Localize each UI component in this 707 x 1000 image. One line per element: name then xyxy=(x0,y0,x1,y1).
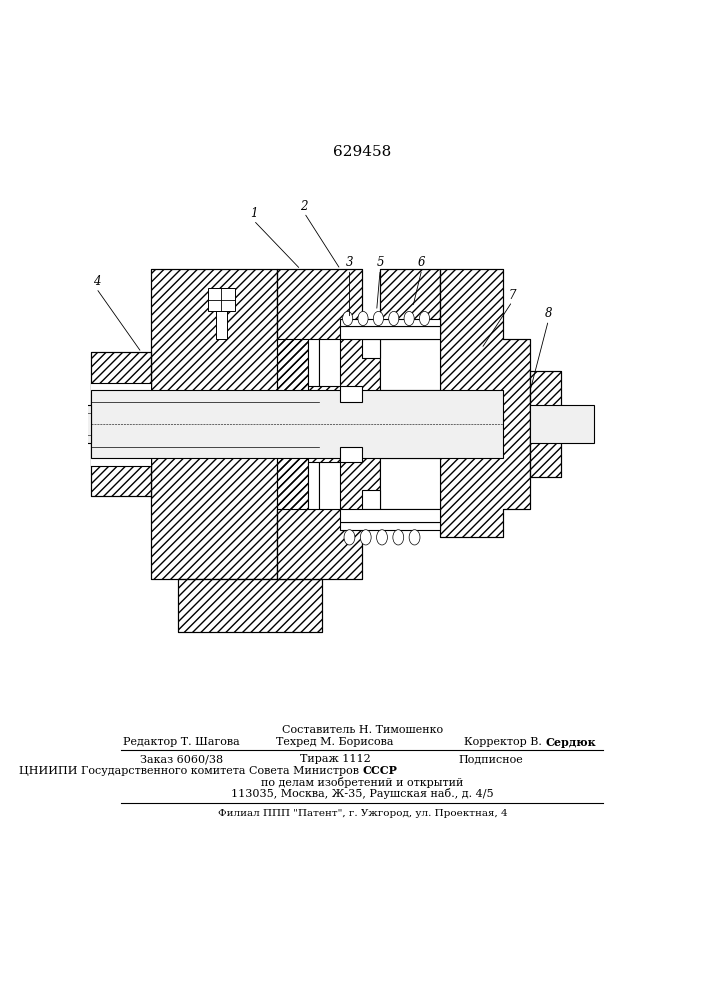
Polygon shape xyxy=(341,522,440,530)
Polygon shape xyxy=(341,386,362,402)
Polygon shape xyxy=(380,458,440,509)
Circle shape xyxy=(389,311,399,326)
Polygon shape xyxy=(308,339,319,386)
Text: Составитель Н. Тимошенко: Составитель Н. Тимошенко xyxy=(282,725,443,735)
Text: Тираж 1112: Тираж 1112 xyxy=(300,754,370,764)
Text: 8: 8 xyxy=(544,307,552,320)
Text: 5: 5 xyxy=(376,256,384,269)
Circle shape xyxy=(361,530,371,545)
Polygon shape xyxy=(341,447,362,462)
Text: Филиал ППП "Патент", г. Ужгород, ул. Проектная, 4: Филиал ППП "Патент", г. Ужгород, ул. Про… xyxy=(218,808,507,818)
Polygon shape xyxy=(380,269,440,339)
Text: Техред М. Борисова: Техред М. Борисова xyxy=(276,737,394,747)
Polygon shape xyxy=(362,339,380,358)
Circle shape xyxy=(373,311,383,326)
Text: Подписное: Подписное xyxy=(459,754,523,764)
Circle shape xyxy=(404,311,414,326)
Text: 2: 2 xyxy=(300,200,308,213)
Circle shape xyxy=(358,311,368,326)
Polygon shape xyxy=(177,579,322,632)
Text: Сердюк: Сердюк xyxy=(546,737,597,748)
Text: Редактор Т. Шагова: Редактор Т. Шагова xyxy=(123,737,240,747)
Polygon shape xyxy=(530,405,594,443)
Text: Корректор В.: Корректор В. xyxy=(464,737,545,747)
Polygon shape xyxy=(319,462,341,509)
Text: ЦНИИПИ Государственного комитета Совета Министров: ЦНИИПИ Государственного комитета Совета … xyxy=(19,766,363,776)
Text: 3: 3 xyxy=(346,256,354,269)
Text: Заказ 6060/38: Заказ 6060/38 xyxy=(140,754,223,764)
Polygon shape xyxy=(319,339,341,386)
Text: 629458: 629458 xyxy=(333,145,392,159)
Polygon shape xyxy=(341,319,440,326)
Circle shape xyxy=(419,311,430,326)
Text: по делам изобретений и открытий: по делам изобретений и открытий xyxy=(261,777,464,788)
Polygon shape xyxy=(91,352,151,496)
Circle shape xyxy=(393,530,404,545)
Polygon shape xyxy=(341,326,440,339)
Polygon shape xyxy=(308,462,319,509)
Polygon shape xyxy=(91,390,503,458)
Polygon shape xyxy=(91,383,151,466)
Polygon shape xyxy=(380,339,440,390)
Circle shape xyxy=(377,530,387,545)
Polygon shape xyxy=(341,509,440,522)
Text: 7: 7 xyxy=(508,289,516,302)
Polygon shape xyxy=(440,269,530,537)
Polygon shape xyxy=(277,269,380,579)
Polygon shape xyxy=(362,490,380,509)
Polygon shape xyxy=(60,405,91,443)
Polygon shape xyxy=(151,269,308,579)
Polygon shape xyxy=(216,288,226,339)
Circle shape xyxy=(343,311,353,326)
Text: 1: 1 xyxy=(250,207,257,220)
Text: 113035, Москва, Ж-35, Раушская наб., д. 4/5: 113035, Москва, Ж-35, Раушская наб., д. … xyxy=(231,788,493,799)
Circle shape xyxy=(409,530,420,545)
Text: СССР: СССР xyxy=(363,765,397,776)
Text: 4: 4 xyxy=(93,275,100,288)
Polygon shape xyxy=(530,371,561,477)
Text: 6: 6 xyxy=(418,256,426,269)
Circle shape xyxy=(344,530,355,545)
Polygon shape xyxy=(208,288,235,311)
